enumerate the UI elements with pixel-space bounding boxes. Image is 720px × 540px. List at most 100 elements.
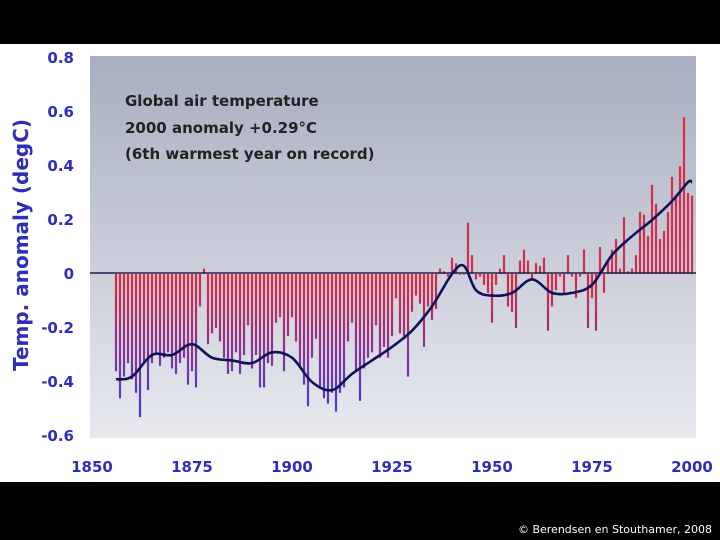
bar-1877 (198, 274, 202, 307)
bar-1973 (582, 249, 586, 274)
bar-1859 (126, 274, 130, 364)
bar-1989 (646, 236, 650, 274)
bar-1969 (566, 255, 570, 274)
bar-1965 (550, 274, 554, 307)
copyright-credit: © Berendsen en Stouthamer, 2008 (517, 523, 712, 536)
bar-1867 (158, 274, 162, 366)
bar-1953 (502, 255, 506, 274)
bar-1981 (614, 238, 618, 274)
bar-1991 (654, 203, 658, 274)
bar-1920 (370, 274, 374, 353)
bar-1878 (202, 268, 206, 274)
bar-1980 (610, 249, 614, 274)
bar-1861 (134, 274, 138, 393)
bar-1872 (178, 274, 182, 364)
x-tick-labels: 1850 1875 1900 1925 1950 1975 2000 (71, 458, 713, 476)
bar-1881 (214, 274, 218, 328)
y-axis-label: Temp. anomaly (degC) (9, 119, 33, 371)
bar-1932 (418, 274, 422, 304)
x-tick-label: 1875 (171, 458, 213, 476)
bar-1958 (522, 249, 526, 274)
bar-1963 (542, 257, 546, 274)
bar-1946 (474, 274, 478, 280)
bar-1873 (182, 274, 186, 358)
x-tick-label: 1950 (471, 458, 513, 476)
bar-1982 (618, 268, 622, 274)
bar-2000 (690, 195, 694, 274)
bar-1858 (122, 274, 126, 377)
bar-1874 (186, 274, 190, 385)
bar-1864 (146, 274, 150, 391)
bar-1960 (530, 274, 534, 280)
bar-1971 (574, 274, 578, 299)
bar-1993 (662, 230, 666, 274)
smoothed-trend-line (115, 179, 693, 392)
bar-1880 (210, 274, 214, 334)
x-tick-label: 1975 (571, 458, 613, 476)
bar-1886 (234, 274, 238, 353)
chart-title-block: Global air temperature 2000 anomaly +0.2… (125, 92, 375, 163)
bar-1985 (630, 268, 634, 274)
x-tick-label: 1900 (271, 458, 313, 476)
bar-1977 (598, 247, 602, 274)
bar-1918 (362, 274, 366, 369)
bar-1898 (282, 274, 286, 372)
bar-1978 (602, 274, 606, 293)
temperature-chart: Global air temperature 2000 anomaly +0.2… (9, 49, 713, 476)
bar-1911 (334, 274, 338, 412)
bar-1908 (322, 274, 326, 399)
bar-1933 (422, 274, 426, 347)
bar-1940 (450, 257, 454, 274)
bar-1998 (682, 117, 686, 275)
bar-1927 (398, 274, 402, 334)
bar-1895 (270, 274, 274, 366)
bar-1987 (638, 211, 642, 274)
bar-1976 (594, 274, 598, 331)
bar-1997 (678, 166, 682, 274)
bar-1937 (438, 268, 442, 274)
bar-1893 (262, 274, 266, 388)
bar-1931 (414, 274, 418, 296)
bar-1912 (338, 274, 342, 393)
bar-1942 (458, 274, 462, 275)
title-line-2: 2000 anomaly +0.29°C (125, 119, 317, 137)
y-tick-label: 0 (64, 265, 74, 283)
bar-1961 (534, 263, 538, 274)
bar-1863 (142, 274, 146, 364)
bar-1910 (330, 274, 334, 393)
bar-1974 (586, 274, 590, 328)
bar-series (114, 117, 694, 418)
bar-1856 (114, 274, 118, 372)
bar-1871 (174, 274, 178, 374)
y-tick-label: 0.6 (47, 103, 74, 121)
bar-1925 (390, 274, 394, 337)
x-tick-label: 1850 (71, 458, 113, 476)
bar-1868 (162, 274, 166, 358)
bar-1921 (374, 274, 378, 326)
bar-1949 (486, 274, 490, 293)
bar-1979 (606, 260, 610, 274)
y-tick-labels: 0.8 0.6 0.4 0.2 0 -0.2 -0.4 -0.6 (41, 49, 74, 445)
bar-1866 (154, 274, 158, 355)
bar-1957 (518, 260, 522, 274)
bar-1944 (466, 222, 470, 274)
bar-1951 (494, 274, 498, 285)
bar-1889 (246, 274, 250, 326)
bar-1857 (118, 274, 122, 399)
bar-1894 (266, 274, 270, 364)
bar-1986 (634, 255, 638, 274)
bar-1992 (658, 238, 662, 274)
bar-1959 (526, 260, 530, 274)
bar-1891 (254, 274, 258, 355)
bar-1905 (310, 274, 314, 358)
bar-1917 (358, 274, 362, 401)
y-tick-label: 0.2 (47, 211, 74, 229)
bar-1883 (222, 274, 226, 358)
bar-1954 (506, 274, 510, 307)
bar-1964 (546, 274, 550, 331)
bar-1909 (326, 274, 330, 404)
bar-1947 (478, 274, 482, 277)
bar-1900 (290, 274, 294, 318)
title-line-1: Global air temperature (125, 92, 319, 110)
bar-1962 (538, 265, 542, 274)
